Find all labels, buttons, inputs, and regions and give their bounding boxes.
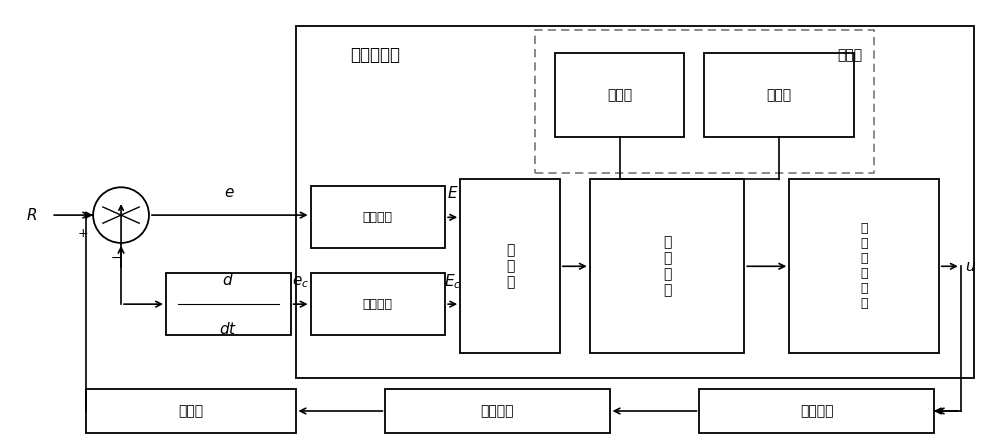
FancyBboxPatch shape — [166, 273, 291, 335]
FancyBboxPatch shape — [555, 52, 684, 137]
Text: $e_c$: $e_c$ — [292, 274, 309, 290]
Text: $u$: $u$ — [965, 259, 976, 274]
Text: 传感器: 传感器 — [178, 404, 203, 418]
Text: $R$: $R$ — [26, 207, 37, 223]
FancyBboxPatch shape — [704, 52, 854, 137]
Text: 数据库: 数据库 — [607, 88, 632, 102]
FancyBboxPatch shape — [296, 26, 974, 378]
Text: 模
糊
推
理: 模 糊 推 理 — [663, 235, 671, 297]
Text: $E$: $E$ — [447, 185, 458, 201]
Text: −: − — [111, 252, 121, 265]
FancyBboxPatch shape — [385, 389, 610, 433]
Text: 输入量化: 输入量化 — [363, 211, 393, 224]
Text: 模糊控制器: 模糊控制器 — [350, 46, 400, 64]
Text: 知识库: 知识库 — [837, 48, 862, 62]
Text: $dt$: $dt$ — [219, 321, 237, 336]
Text: $d$: $d$ — [222, 271, 234, 288]
Text: $E_c$: $E_c$ — [444, 272, 461, 291]
FancyBboxPatch shape — [535, 30, 874, 173]
FancyBboxPatch shape — [460, 180, 560, 353]
Text: 规则库: 规则库 — [767, 88, 792, 102]
Text: 非
模
糊
化
处
理: 非 模 糊 化 处 理 — [860, 222, 868, 310]
Text: 输入量化: 输入量化 — [363, 297, 393, 310]
FancyBboxPatch shape — [86, 389, 296, 433]
FancyBboxPatch shape — [311, 186, 445, 249]
Text: 被控对象: 被控对象 — [481, 404, 514, 418]
FancyBboxPatch shape — [789, 180, 939, 353]
FancyBboxPatch shape — [590, 180, 744, 353]
Text: +: + — [78, 227, 88, 240]
Text: $e$: $e$ — [224, 185, 235, 200]
Text: 执行机构: 执行机构 — [800, 404, 833, 418]
FancyBboxPatch shape — [699, 389, 934, 433]
Text: 模
糊
化: 模 糊 化 — [506, 243, 514, 289]
FancyBboxPatch shape — [311, 273, 445, 335]
